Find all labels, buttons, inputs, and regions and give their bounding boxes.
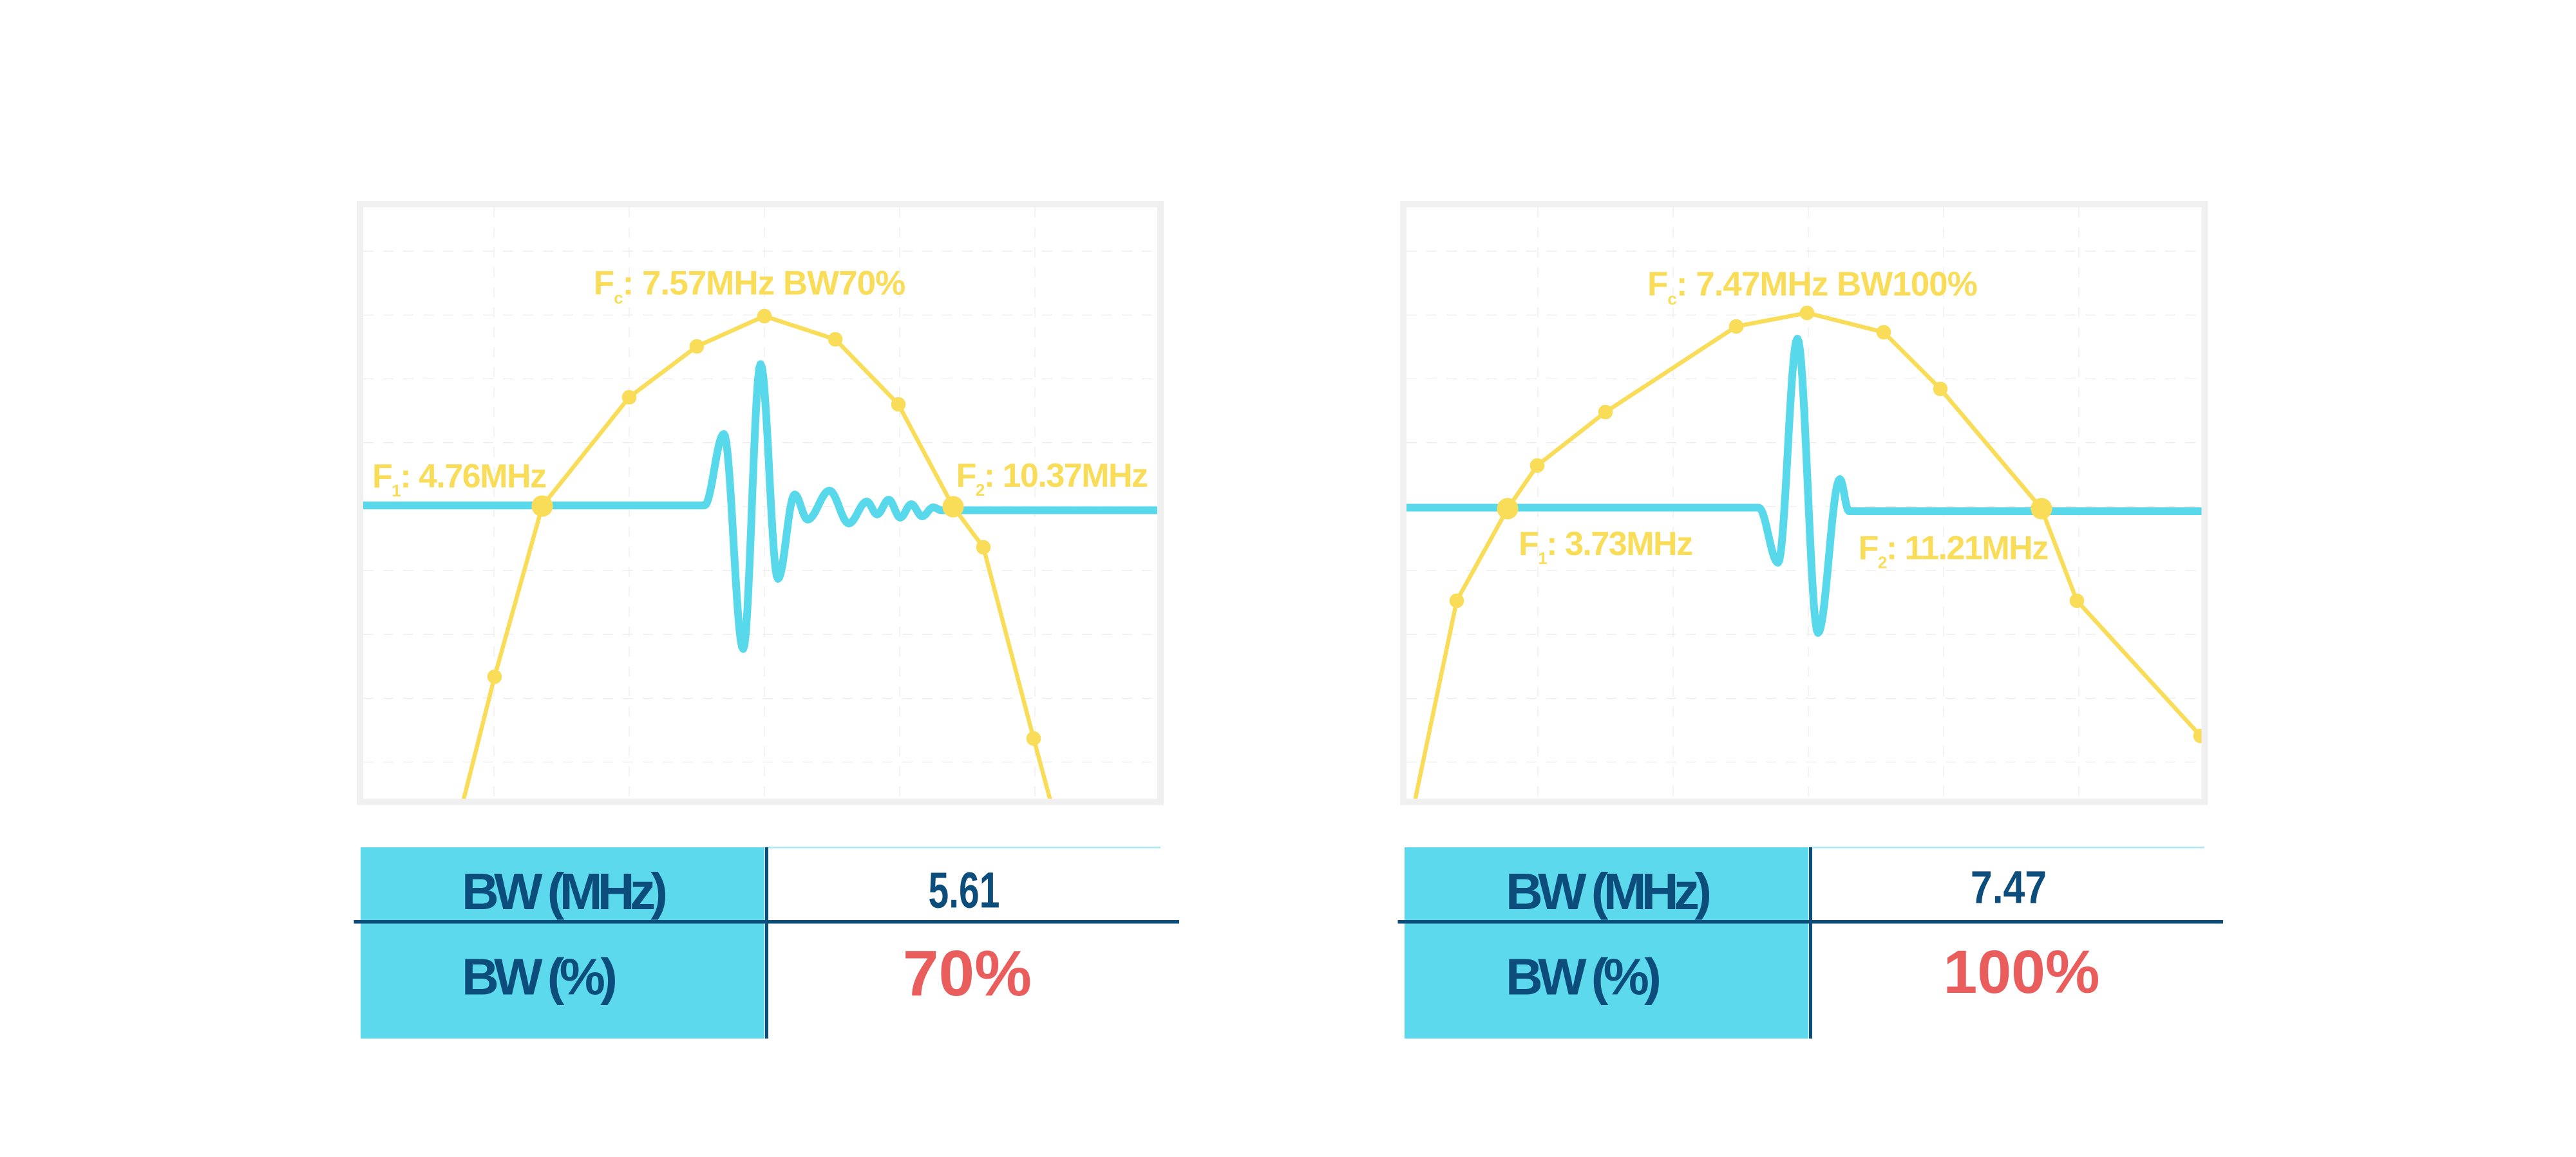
svg-text:BW (%): BW (%) <box>462 948 615 1006</box>
svg-text:Fc: 7.57MHz BW70%: Fc: 7.57MHz BW70% <box>594 265 905 308</box>
svg-text:F1: 3.73MHz: F1: 3.73MHz <box>1519 525 1692 568</box>
svg-text:BW (%): BW (%) <box>1506 948 1659 1006</box>
svg-text:F2: 10.37MHz: F2: 10.37MHz <box>956 457 1148 500</box>
svg-text:F1: 4.76MHz: F1: 4.76MHz <box>372 458 546 500</box>
svg-text:BW (MHz): BW (MHz) <box>1506 863 1709 920</box>
svg-text:7.47: 7.47 <box>1971 862 2047 914</box>
svg-text:70%: 70% <box>903 937 1032 1010</box>
svg-text:BW (MHz): BW (MHz) <box>462 863 665 920</box>
svg-text:100%: 100% <box>1944 938 2100 1006</box>
svg-text:5.61: 5.61 <box>929 862 1000 919</box>
svg-text:Fc: 7.47MHz BW100%: Fc: 7.47MHz BW100% <box>1647 265 1977 308</box>
svg-text:F2: 11.21MHz: F2: 11.21MHz <box>1859 530 2049 572</box>
